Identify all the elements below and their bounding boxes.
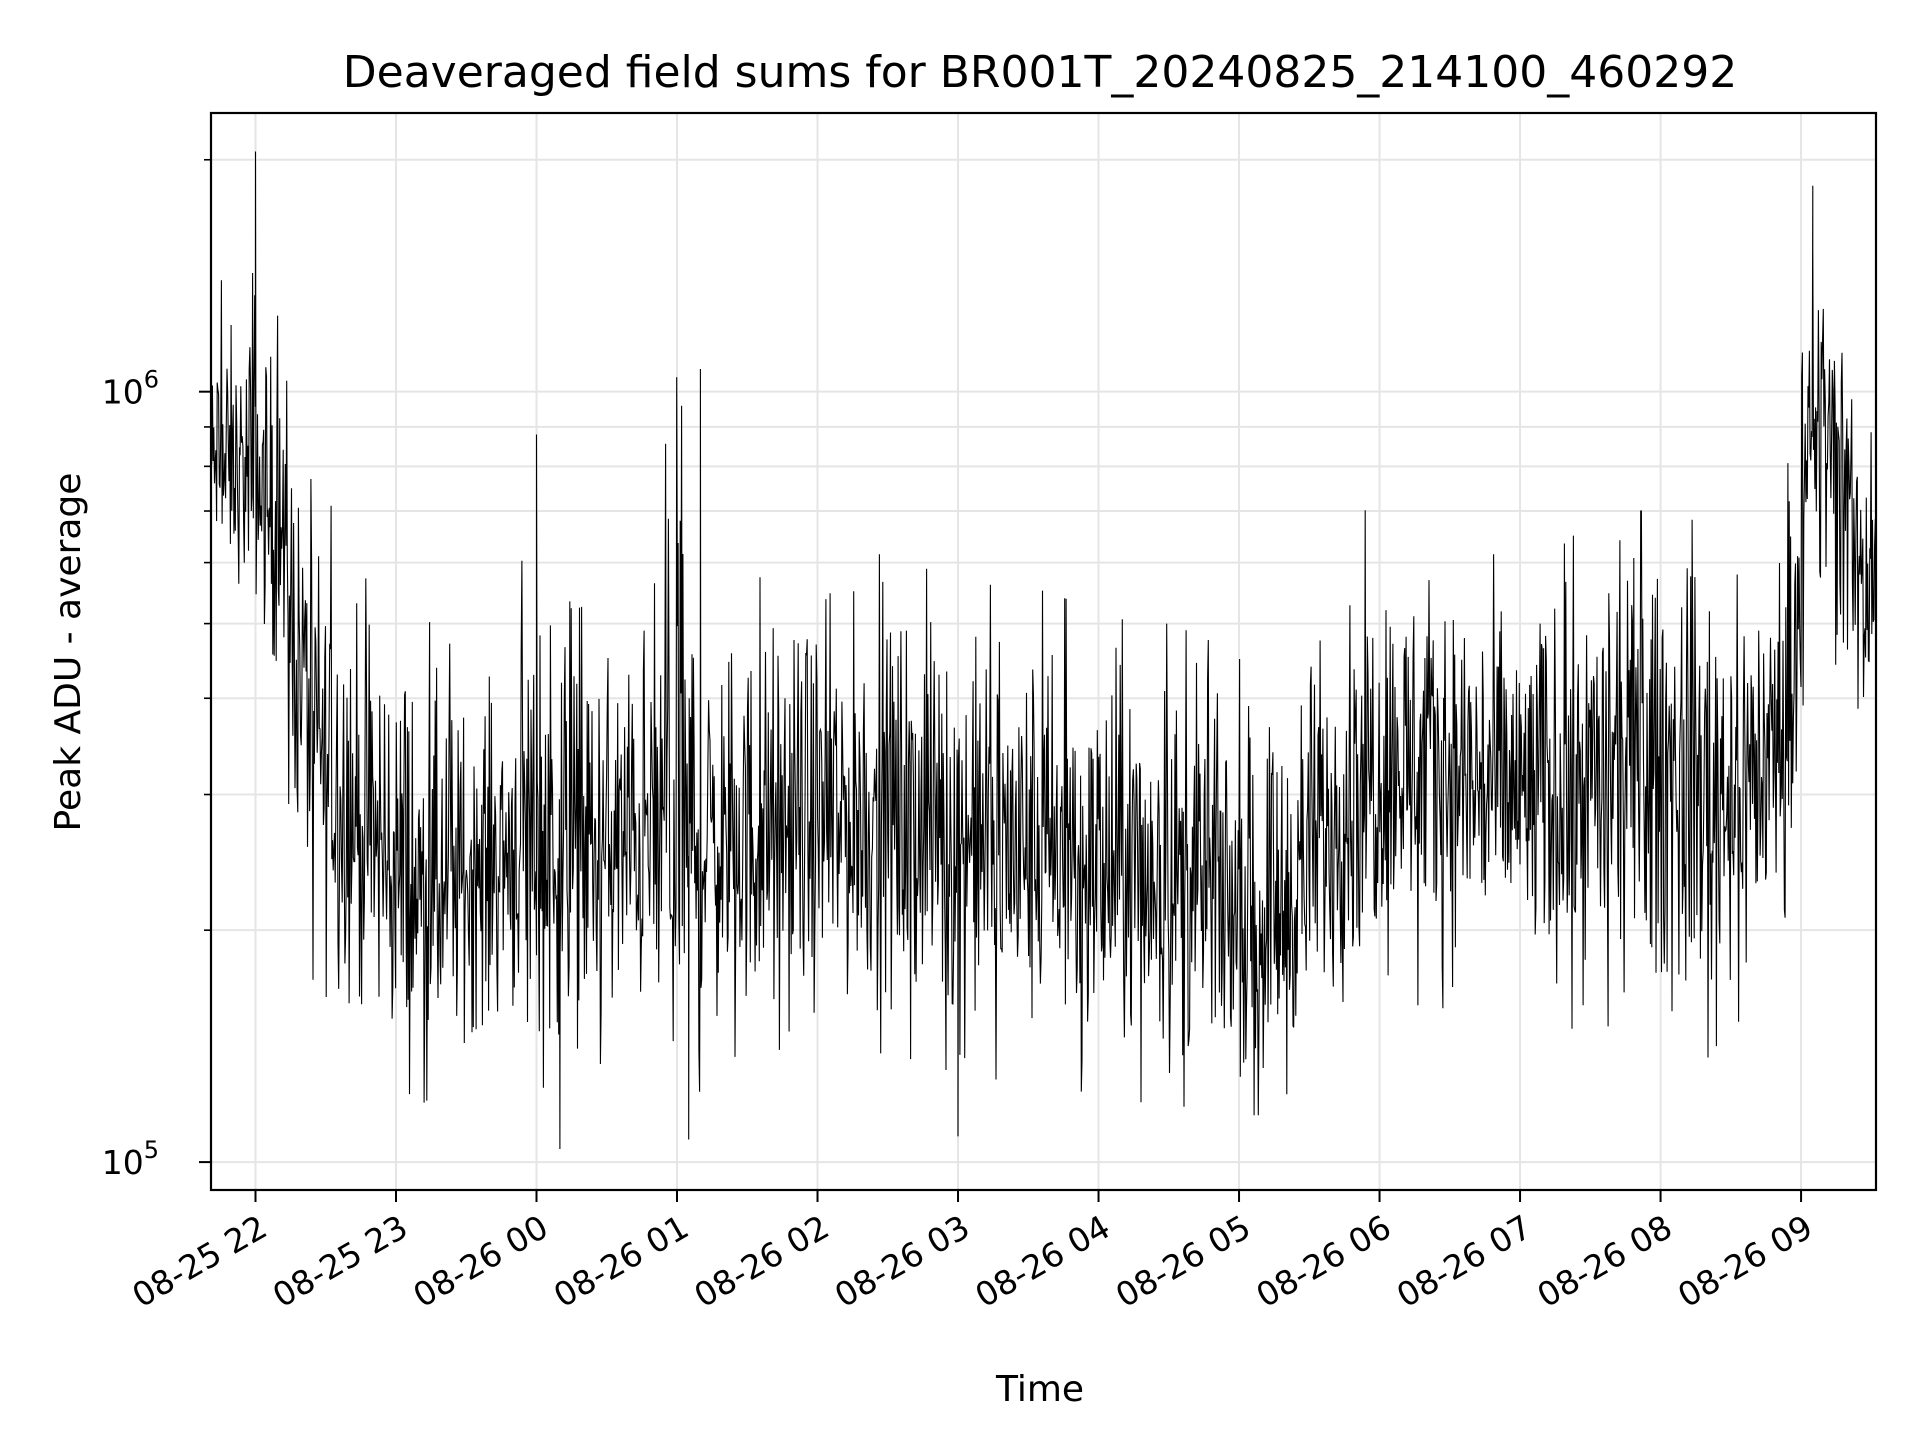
gridlines xyxy=(211,113,1876,1190)
y-tick-label: 106 xyxy=(102,366,159,412)
y-tick-base: 10 xyxy=(102,1143,144,1182)
y-tick-exponent: 6 xyxy=(144,366,159,394)
series-layer xyxy=(211,151,1876,1150)
series-line xyxy=(211,151,1876,1150)
chart-title: Deaveraged field sums for BR001T_2024082… xyxy=(343,47,1738,98)
y-tick-exponent: 5 xyxy=(144,1136,159,1164)
y-axis-label: Peak ADU - average xyxy=(48,473,89,832)
x-axis-label: Time xyxy=(995,1369,1084,1410)
plot-frame xyxy=(209,111,1878,1192)
y-tick-base: 10 xyxy=(102,373,144,412)
y-tick-label: 105 xyxy=(102,1136,159,1182)
